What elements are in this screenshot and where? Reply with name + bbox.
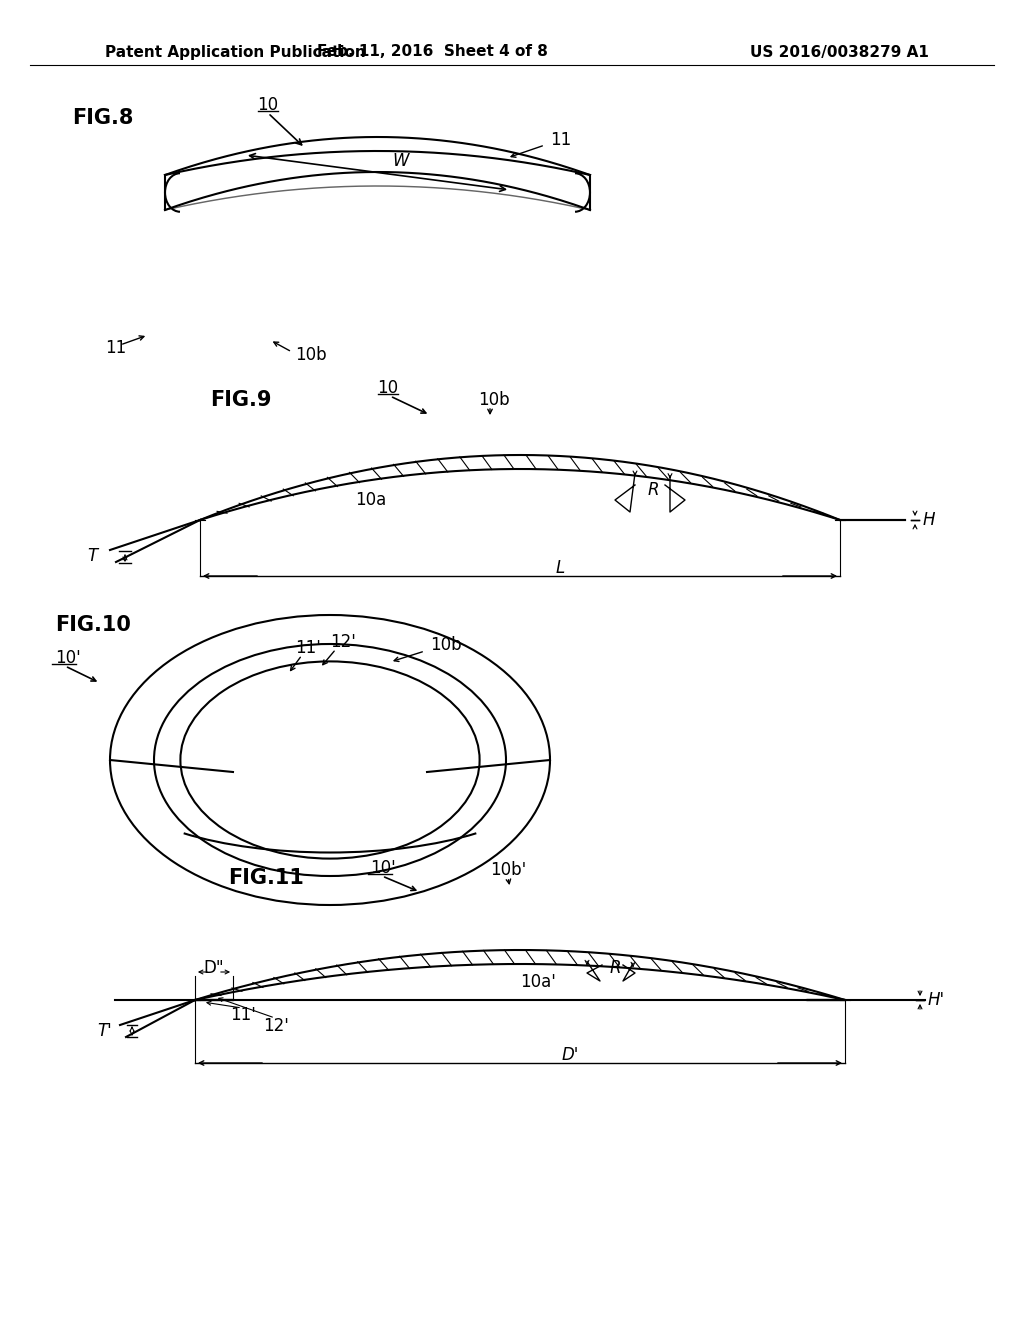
Text: L: L [555,558,564,577]
Text: 11': 11' [295,639,321,657]
Text: 10b': 10b' [490,861,526,879]
Text: 10a: 10a [355,491,386,510]
Text: 10b: 10b [478,391,510,409]
Text: 10: 10 [378,379,398,397]
Text: FIG.11: FIG.11 [228,869,304,888]
Text: 11': 11' [230,1006,256,1024]
Text: H': H' [928,991,945,1008]
Text: US 2016/0038279 A1: US 2016/0038279 A1 [750,45,929,59]
Text: 10a': 10a' [520,973,556,991]
Text: R: R [648,480,659,499]
Text: 11: 11 [105,339,126,356]
Text: 12': 12' [330,634,356,651]
Text: 10b: 10b [430,636,462,653]
Text: 10': 10' [370,859,395,876]
Text: Feb. 11, 2016  Sheet 4 of 8: Feb. 11, 2016 Sheet 4 of 8 [316,45,548,59]
Text: D": D" [204,960,224,977]
Text: Patent Application Publication: Patent Application Publication [105,45,366,59]
Text: 10': 10' [55,649,81,667]
Text: FIG.10: FIG.10 [55,615,131,635]
Text: W: W [392,152,409,169]
Text: 10b: 10b [295,346,327,364]
Text: T: T [87,546,97,565]
Text: 12': 12' [263,1016,289,1035]
Text: H: H [923,511,936,529]
Text: FIG.8: FIG.8 [72,108,133,128]
Text: 10: 10 [257,96,279,114]
Text: T': T' [97,1022,112,1040]
Text: D': D' [561,1045,579,1064]
Text: 11: 11 [550,131,571,149]
Text: FIG.9: FIG.9 [210,389,271,411]
Text: R: R [610,960,622,977]
